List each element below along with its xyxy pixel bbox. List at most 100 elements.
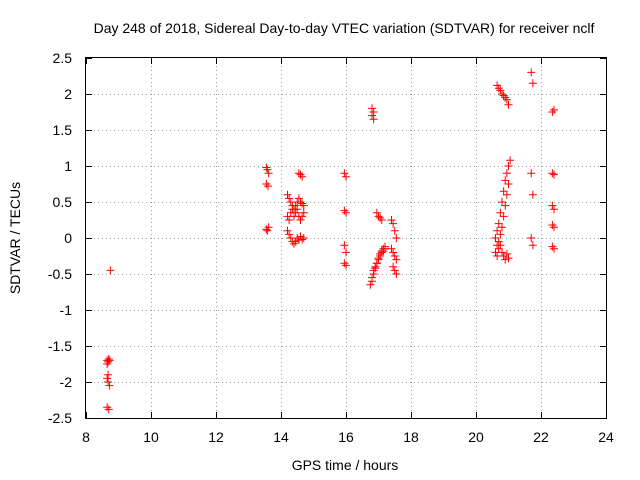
data-point	[298, 212, 307, 221]
data-point	[528, 79, 537, 88]
y-axis-label: SDTVAR / TECUs	[7, 182, 23, 294]
data-point	[548, 108, 557, 116]
data-point	[296, 170, 305, 179]
data-point	[103, 360, 112, 368]
data-point	[262, 180, 271, 188]
data-point	[283, 226, 292, 235]
data-point	[291, 201, 300, 210]
data-point	[496, 230, 505, 239]
data-point	[293, 205, 302, 214]
data-point	[104, 378, 113, 386]
y-tick-label: -2	[60, 374, 73, 390]
data-point	[504, 254, 513, 263]
data-point	[294, 194, 303, 203]
data-point	[528, 241, 537, 250]
data-point	[374, 212, 383, 221]
data-point	[550, 170, 558, 179]
data-point	[299, 201, 308, 210]
data-point	[548, 221, 557, 230]
data-point	[527, 234, 536, 242]
data-point	[296, 198, 305, 206]
data-point	[371, 264, 380, 273]
data-point	[296, 216, 305, 224]
data-point	[376, 213, 385, 222]
y-tick-label: 2.5	[53, 50, 73, 66]
x-tick-label: 14	[273, 429, 289, 445]
data-points	[103, 68, 558, 414]
data-point	[106, 266, 115, 275]
data-point	[504, 180, 513, 188]
data-point	[262, 225, 271, 234]
data-point	[105, 381, 114, 390]
data-point	[285, 230, 294, 239]
x-tick-label: 16	[338, 429, 354, 445]
data-point	[372, 259, 381, 268]
data-point	[340, 241, 349, 250]
data-point	[496, 86, 505, 95]
data-point	[496, 241, 505, 250]
data-point	[392, 234, 401, 242]
data-point	[369, 115, 378, 124]
data-point	[493, 226, 502, 235]
data-point	[294, 236, 303, 245]
data-point	[499, 91, 508, 100]
data-point	[381, 242, 389, 251]
data-point	[389, 219, 398, 228]
grid-lines	[86, 58, 606, 418]
data-point	[368, 277, 376, 286]
data-point	[499, 252, 508, 260]
data-point	[342, 172, 350, 181]
data-point	[340, 259, 349, 268]
data-point	[283, 190, 292, 199]
data-point	[504, 162, 513, 170]
data-point	[528, 190, 537, 199]
data-point	[502, 95, 511, 104]
data-point	[369, 270, 378, 278]
data-point	[387, 216, 396, 224]
data-point	[104, 405, 113, 414]
y-tick-label: 2	[64, 86, 72, 102]
data-point	[498, 90, 506, 98]
data-point	[392, 270, 401, 278]
data-point	[392, 255, 401, 264]
data-point	[498, 223, 506, 232]
data-point	[340, 206, 349, 215]
data-point	[291, 208, 300, 217]
data-point	[379, 244, 388, 253]
data-point	[390, 266, 399, 275]
x-axis-label: GPS time / hours	[292, 457, 399, 473]
data-point	[390, 226, 399, 235]
data-point	[262, 163, 271, 172]
data-point	[372, 208, 381, 217]
y-tick-label: 0.5	[53, 194, 73, 210]
y-tick-label: -2.5	[48, 410, 72, 426]
data-point	[494, 244, 503, 253]
data-point	[103, 403, 112, 412]
data-point	[299, 234, 308, 242]
data-point	[104, 370, 113, 379]
data-point	[506, 156, 515, 165]
data-point	[377, 246, 386, 255]
y-tick-label: -1	[60, 302, 73, 318]
data-point	[285, 216, 294, 224]
data-point	[527, 169, 536, 178]
data-point	[504, 100, 513, 109]
data-point	[264, 223, 273, 232]
data-point	[369, 108, 378, 116]
data-point	[387, 244, 396, 253]
x-tick-label: 24	[598, 429, 614, 445]
axis-ticks	[86, 58, 607, 419]
data-point	[494, 219, 503, 228]
chart-title: Day 248 of 2018, Sidereal Day-to-day VTE…	[94, 20, 595, 36]
data-point	[502, 190, 511, 199]
data-point	[498, 248, 506, 257]
x-tick-label: 22	[533, 429, 549, 445]
data-point	[496, 208, 505, 217]
data-point	[527, 68, 536, 77]
data-point	[342, 248, 350, 257]
y-tick-label: 1.5	[53, 122, 73, 138]
data-point	[491, 234, 500, 242]
data-point	[368, 111, 376, 120]
data-point	[548, 242, 557, 251]
